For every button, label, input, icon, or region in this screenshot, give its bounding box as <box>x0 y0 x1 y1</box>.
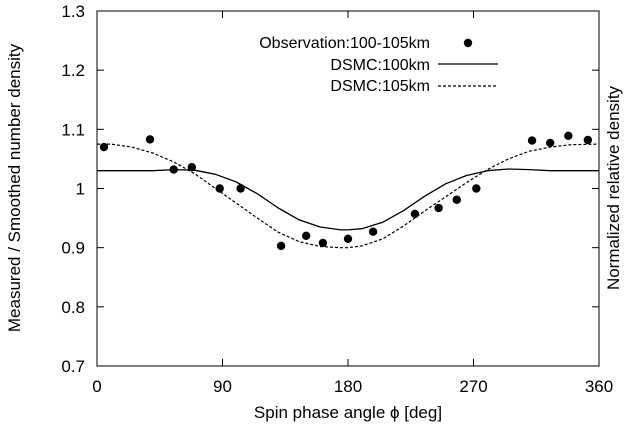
y-tick-label: 1.1 <box>61 120 85 139</box>
x-tick-label: 0 <box>92 377 101 396</box>
observation-point <box>452 195 461 204</box>
y-tick-labels: 0.7 0.8 0.9 1 1.1 1.2 1.3 <box>61 2 85 376</box>
legend-marker-observation <box>463 38 473 48</box>
legend-label-dsmc-105: DSMC:105km <box>330 78 430 95</box>
observation-point <box>187 163 197 172</box>
x-tick-label: 90 <box>213 377 232 396</box>
observation-point <box>318 238 328 248</box>
observation-point <box>236 184 245 193</box>
dsmc-100km-line <box>97 168 599 231</box>
axis-ticks <box>96 10 600 367</box>
x-tick-labels: 0 90 180 270 360 <box>92 377 613 396</box>
y-tick-label: 1 <box>76 180 85 199</box>
observation-point <box>368 227 378 236</box>
x-tick-label: 180 <box>334 377 362 396</box>
observation-point <box>276 241 286 251</box>
observation-point <box>583 135 593 145</box>
observation-point <box>145 135 155 144</box>
y-tick-label: 0.9 <box>61 239 85 258</box>
observation-point <box>99 142 109 152</box>
y-tick-label: 0.7 <box>61 357 85 376</box>
observation-point <box>410 209 420 219</box>
y-axis-title-right: Normalized relative density <box>604 85 623 290</box>
legend-label-dsmc-100: DSMC:100km <box>330 57 430 74</box>
observation-point <box>564 131 573 141</box>
y-tick-label: 0.8 <box>61 298 85 317</box>
y-axis-title-left: Measured / Smoothed number density <box>5 43 24 332</box>
observation-point <box>472 184 481 193</box>
x-tick-label: 360 <box>585 377 613 396</box>
y-tick-label: 1.2 <box>61 61 85 80</box>
y-tick-label: 1.3 <box>61 2 85 21</box>
x-axis-title: Spin phase angle ϕ [deg] <box>254 403 442 422</box>
legend: Observation:100-105km DSMC:100km DSMC:10… <box>259 35 498 95</box>
observation-point <box>215 184 224 193</box>
observation-point <box>545 138 555 148</box>
dsmc-105km-line <box>97 143 600 249</box>
observation-point <box>343 234 353 243</box>
observation-point <box>301 231 311 241</box>
observation-point <box>527 136 537 145</box>
x-tick-label: 270 <box>459 377 487 396</box>
series-layer <box>97 131 600 251</box>
observation-point <box>434 203 443 213</box>
legend-label-observation: Observation:100-105km <box>259 35 430 52</box>
